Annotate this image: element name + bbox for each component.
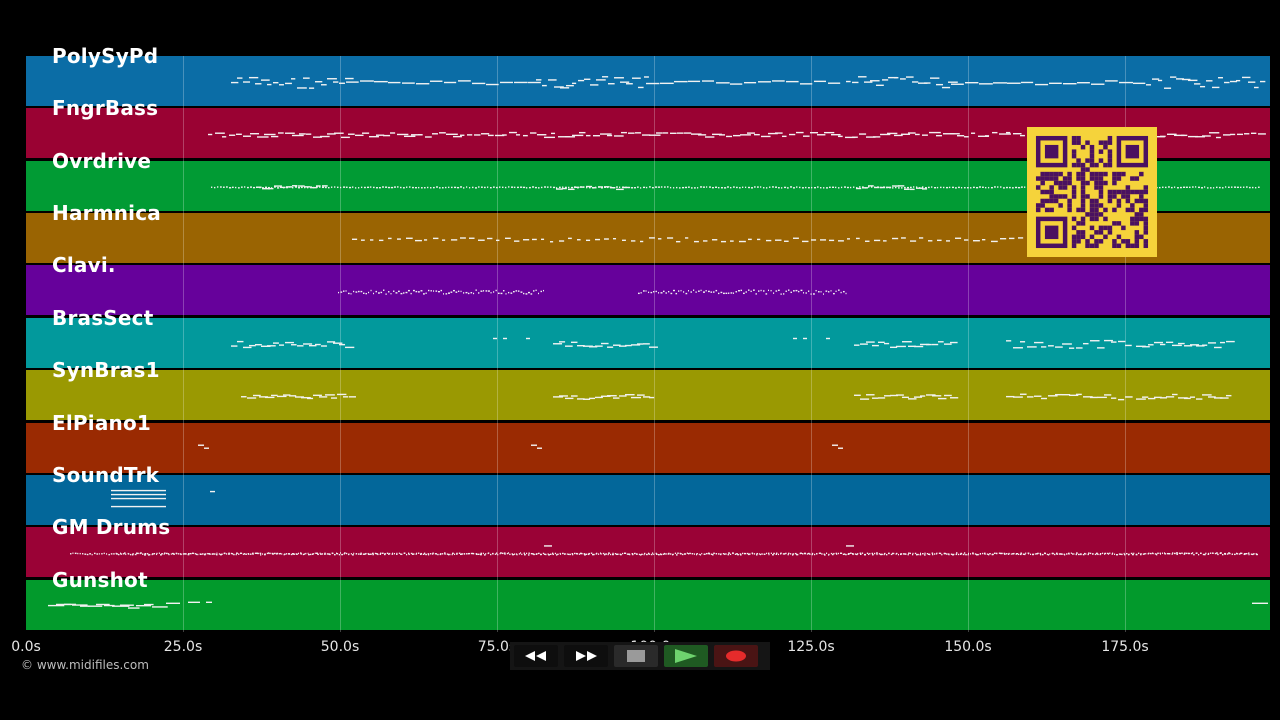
track-name: SynBras1 — [52, 358, 160, 383]
gridline — [654, 56, 655, 632]
tick-label: 150.0s — [944, 639, 992, 655]
track-row[interactable]: ElPiano1 — [26, 411, 1270, 473]
tick-label: 0.0s — [11, 639, 41, 655]
track-row[interactable]: Clavi. — [26, 253, 1270, 316]
rewind-icon — [525, 651, 546, 661]
track-name: Gunshot — [52, 567, 148, 592]
track-name: GM Drums — [52, 515, 171, 540]
stop-button[interactable] — [614, 645, 658, 667]
transport-bar — [510, 642, 770, 670]
piano-roll[interactable]: PolySyPd FngrBass Ovrdrive Harmnica Clavi. Br… — [26, 44, 1270, 632]
tick-label: 50.0s — [320, 639, 360, 655]
qr-code-icon[interactable] — [1027, 127, 1157, 257]
play-button[interactable] — [664, 645, 708, 667]
gridline — [497, 56, 498, 632]
gridline — [183, 56, 184, 632]
fast-forward-icon — [576, 651, 597, 661]
track-name: Ovrdrive — [52, 148, 152, 173]
tick-label: 25.0s — [163, 639, 203, 655]
fast-forward-button[interactable] — [564, 645, 608, 667]
track-name: PolySyPd — [52, 44, 159, 68]
track-row[interactable]: BrasSect — [26, 306, 1270, 368]
track-row[interactable]: PolySyPd — [26, 44, 1270, 106]
track-name: ElPiano1 — [52, 410, 152, 435]
track-row[interactable]: Gunshot — [26, 568, 1270, 630]
tick-label: 125.0s — [787, 639, 835, 655]
copyright-text: © www.midifiles.com — [21, 658, 149, 672]
gridline — [968, 56, 969, 632]
track-name: SoundTrk — [52, 462, 160, 487]
stop-icon — [627, 650, 645, 662]
track-row[interactable]: SoundTrk — [26, 463, 1270, 525]
track-name: BrasSect — [52, 305, 154, 330]
track-row[interactable]: GM Drums — [26, 515, 1270, 578]
record-button[interactable] — [714, 645, 758, 667]
gridline — [811, 56, 812, 632]
gridline — [1125, 56, 1126, 632]
tick-label: 75.0s — [477, 639, 517, 655]
record-icon — [726, 650, 746, 662]
rewind-button[interactable] — [514, 645, 558, 667]
tick-label: 175.0s — [1101, 639, 1149, 655]
track-name: FngrBass — [52, 96, 159, 121]
play-icon — [675, 649, 697, 663]
track-name: Clavi. — [52, 253, 116, 278]
track-name: Harmnica — [52, 201, 161, 226]
